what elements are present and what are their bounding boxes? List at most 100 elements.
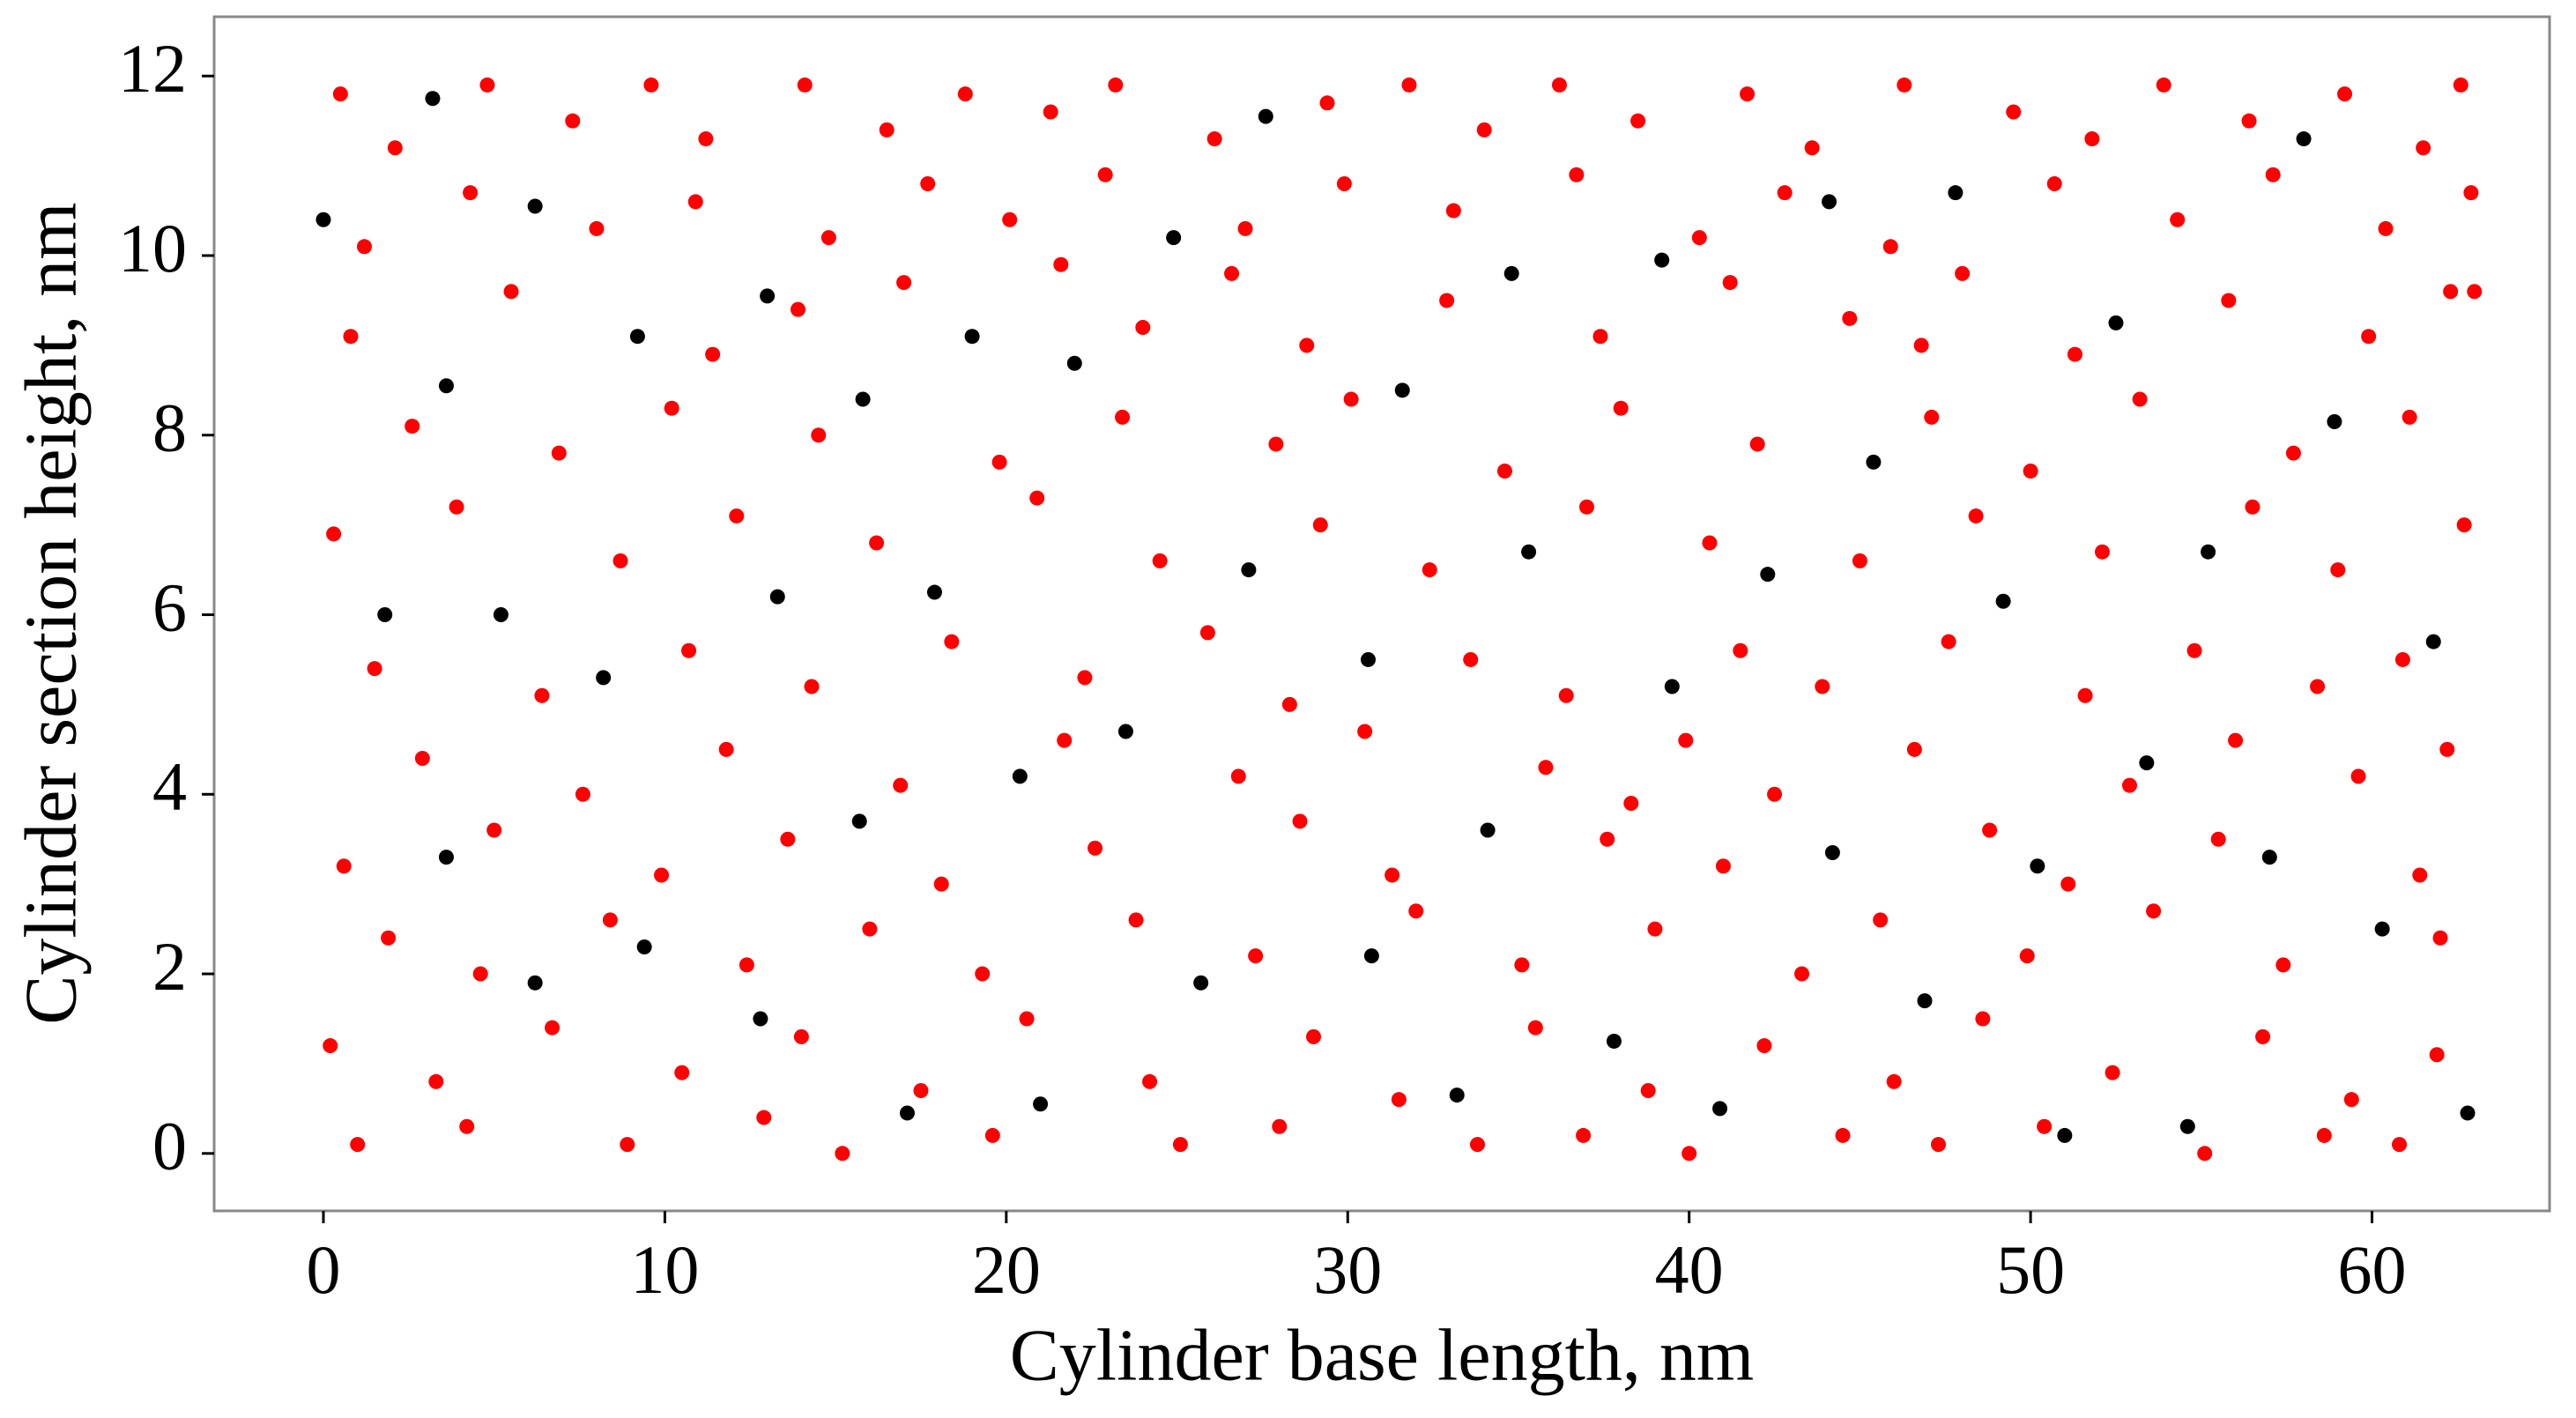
point — [804, 679, 820, 694]
point — [2179, 1118, 2195, 1134]
y-tick-label: 12 — [118, 30, 187, 107]
point — [753, 1011, 768, 1027]
point — [1002, 212, 1018, 227]
point — [438, 850, 454, 865]
point — [793, 1028, 809, 1044]
point — [1733, 642, 1748, 658]
x-tick-label: 20 — [972, 1231, 1041, 1308]
point — [1241, 562, 1257, 578]
point — [367, 661, 382, 677]
point — [851, 813, 867, 829]
point — [1088, 840, 1103, 856]
point — [1361, 651, 1377, 667]
point — [1108, 77, 1124, 93]
point — [2105, 1065, 2120, 1080]
point — [1873, 912, 1889, 928]
point — [1569, 167, 1585, 182]
point — [1363, 948, 1379, 964]
point — [565, 113, 581, 129]
point — [2453, 77, 2468, 93]
point — [1343, 391, 1359, 407]
point — [1053, 256, 1069, 272]
point — [984, 1127, 1000, 1143]
point — [316, 212, 331, 227]
point — [1463, 651, 1479, 667]
point — [1842, 310, 1858, 326]
point — [869, 535, 885, 551]
point — [2412, 867, 2428, 883]
point — [2084, 131, 2100, 147]
y-tick-label: 8 — [152, 390, 187, 466]
point — [1702, 535, 1718, 551]
point — [1882, 239, 1898, 255]
point — [1794, 966, 1810, 982]
point — [975, 966, 991, 982]
point — [1230, 768, 1246, 784]
point — [1480, 822, 1496, 838]
point — [527, 975, 543, 991]
point — [896, 275, 912, 291]
point — [545, 1020, 560, 1036]
point — [1835, 1127, 1851, 1143]
point — [2460, 1105, 2476, 1121]
point — [1623, 795, 1639, 811]
point — [1206, 131, 1222, 147]
point — [1551, 77, 1567, 93]
point — [1955, 265, 1971, 281]
y-tick-label: 0 — [152, 1108, 187, 1184]
point — [2432, 930, 2448, 946]
point — [1760, 567, 1776, 583]
point — [1336, 175, 1352, 191]
point — [1822, 194, 1837, 210]
point — [1924, 409, 1940, 425]
point — [2456, 517, 2472, 533]
point — [797, 77, 813, 93]
point — [1385, 867, 1400, 883]
point — [1558, 687, 1574, 703]
point — [425, 91, 441, 107]
point — [1172, 1137, 1188, 1153]
y-tick-label: 10 — [118, 210, 187, 286]
point — [1647, 921, 1663, 937]
point — [1166, 230, 1182, 246]
point — [1514, 957, 1530, 973]
point — [1975, 1011, 1991, 1027]
point — [1097, 167, 1113, 182]
point — [503, 284, 519, 300]
point — [449, 499, 464, 515]
point — [1968, 508, 1984, 523]
point — [479, 77, 495, 93]
point — [1391, 1092, 1407, 1108]
plot-frame — [212, 15, 2551, 1213]
point — [2330, 562, 2346, 578]
point — [336, 858, 352, 874]
point — [1135, 320, 1151, 336]
point — [1691, 230, 1707, 246]
point — [879, 122, 895, 137]
point — [1995, 593, 2011, 609]
point — [1815, 679, 1830, 694]
point — [1445, 203, 1461, 219]
point — [486, 822, 502, 838]
point — [698, 131, 714, 147]
point — [2170, 212, 2186, 227]
point — [2094, 544, 2110, 560]
point — [2006, 104, 2022, 120]
point — [1756, 1038, 1772, 1054]
point — [2139, 755, 2155, 771]
point — [1476, 122, 1492, 137]
point — [957, 86, 973, 102]
point — [1272, 1118, 1288, 1134]
point — [2067, 346, 2082, 362]
point — [756, 1110, 772, 1125]
point — [920, 175, 936, 191]
point — [944, 634, 960, 650]
point — [2037, 1118, 2053, 1134]
point — [1678, 732, 1694, 748]
point — [326, 526, 342, 542]
point — [1852, 553, 1867, 568]
point — [551, 445, 567, 461]
point — [1640, 1082, 1656, 1098]
point — [1077, 670, 1093, 686]
point — [620, 1137, 635, 1153]
